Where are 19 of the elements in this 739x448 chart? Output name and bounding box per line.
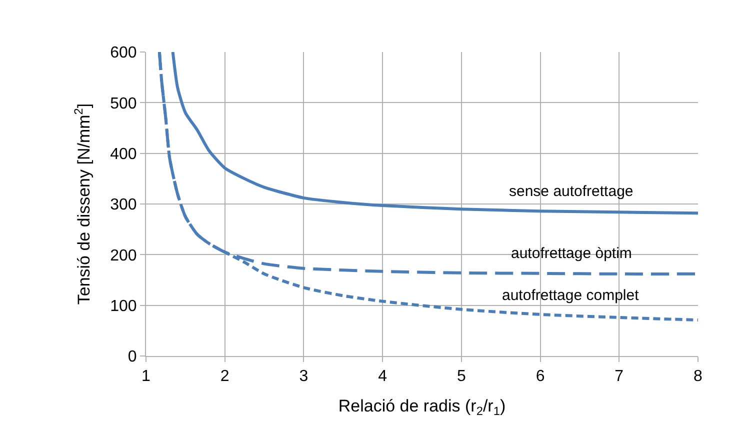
y-tick-label: 300	[110, 196, 137, 214]
series-label: sense autofrettage	[509, 183, 634, 200]
x-tick-label: 7	[614, 368, 624, 386]
y-tick-label: 600	[110, 44, 137, 62]
x-tick-label: 3	[299, 368, 308, 386]
series-label: autofrettage complet	[502, 287, 640, 304]
y-tick-label: 100	[110, 298, 137, 315]
y-tick-label: 0	[128, 348, 137, 366]
x-tick-label: 6	[536, 368, 545, 386]
x-tick-label: 2	[220, 368, 230, 386]
y-tick-label: 200	[110, 247, 137, 264]
x-tick-label: 4	[378, 368, 388, 386]
series-label: autofrettage òptim	[511, 245, 632, 262]
y-tick-label: 500	[110, 95, 137, 112]
x-tick-label: 5	[456, 368, 466, 386]
x-axis-title: Relació de radis (r$_{2}$/r$_{1}$)	[338, 396, 506, 418]
x-tick-label: 1	[142, 368, 151, 386]
y-tick-label: 400	[110, 146, 137, 163]
x-tick-label: 8	[694, 368, 703, 386]
